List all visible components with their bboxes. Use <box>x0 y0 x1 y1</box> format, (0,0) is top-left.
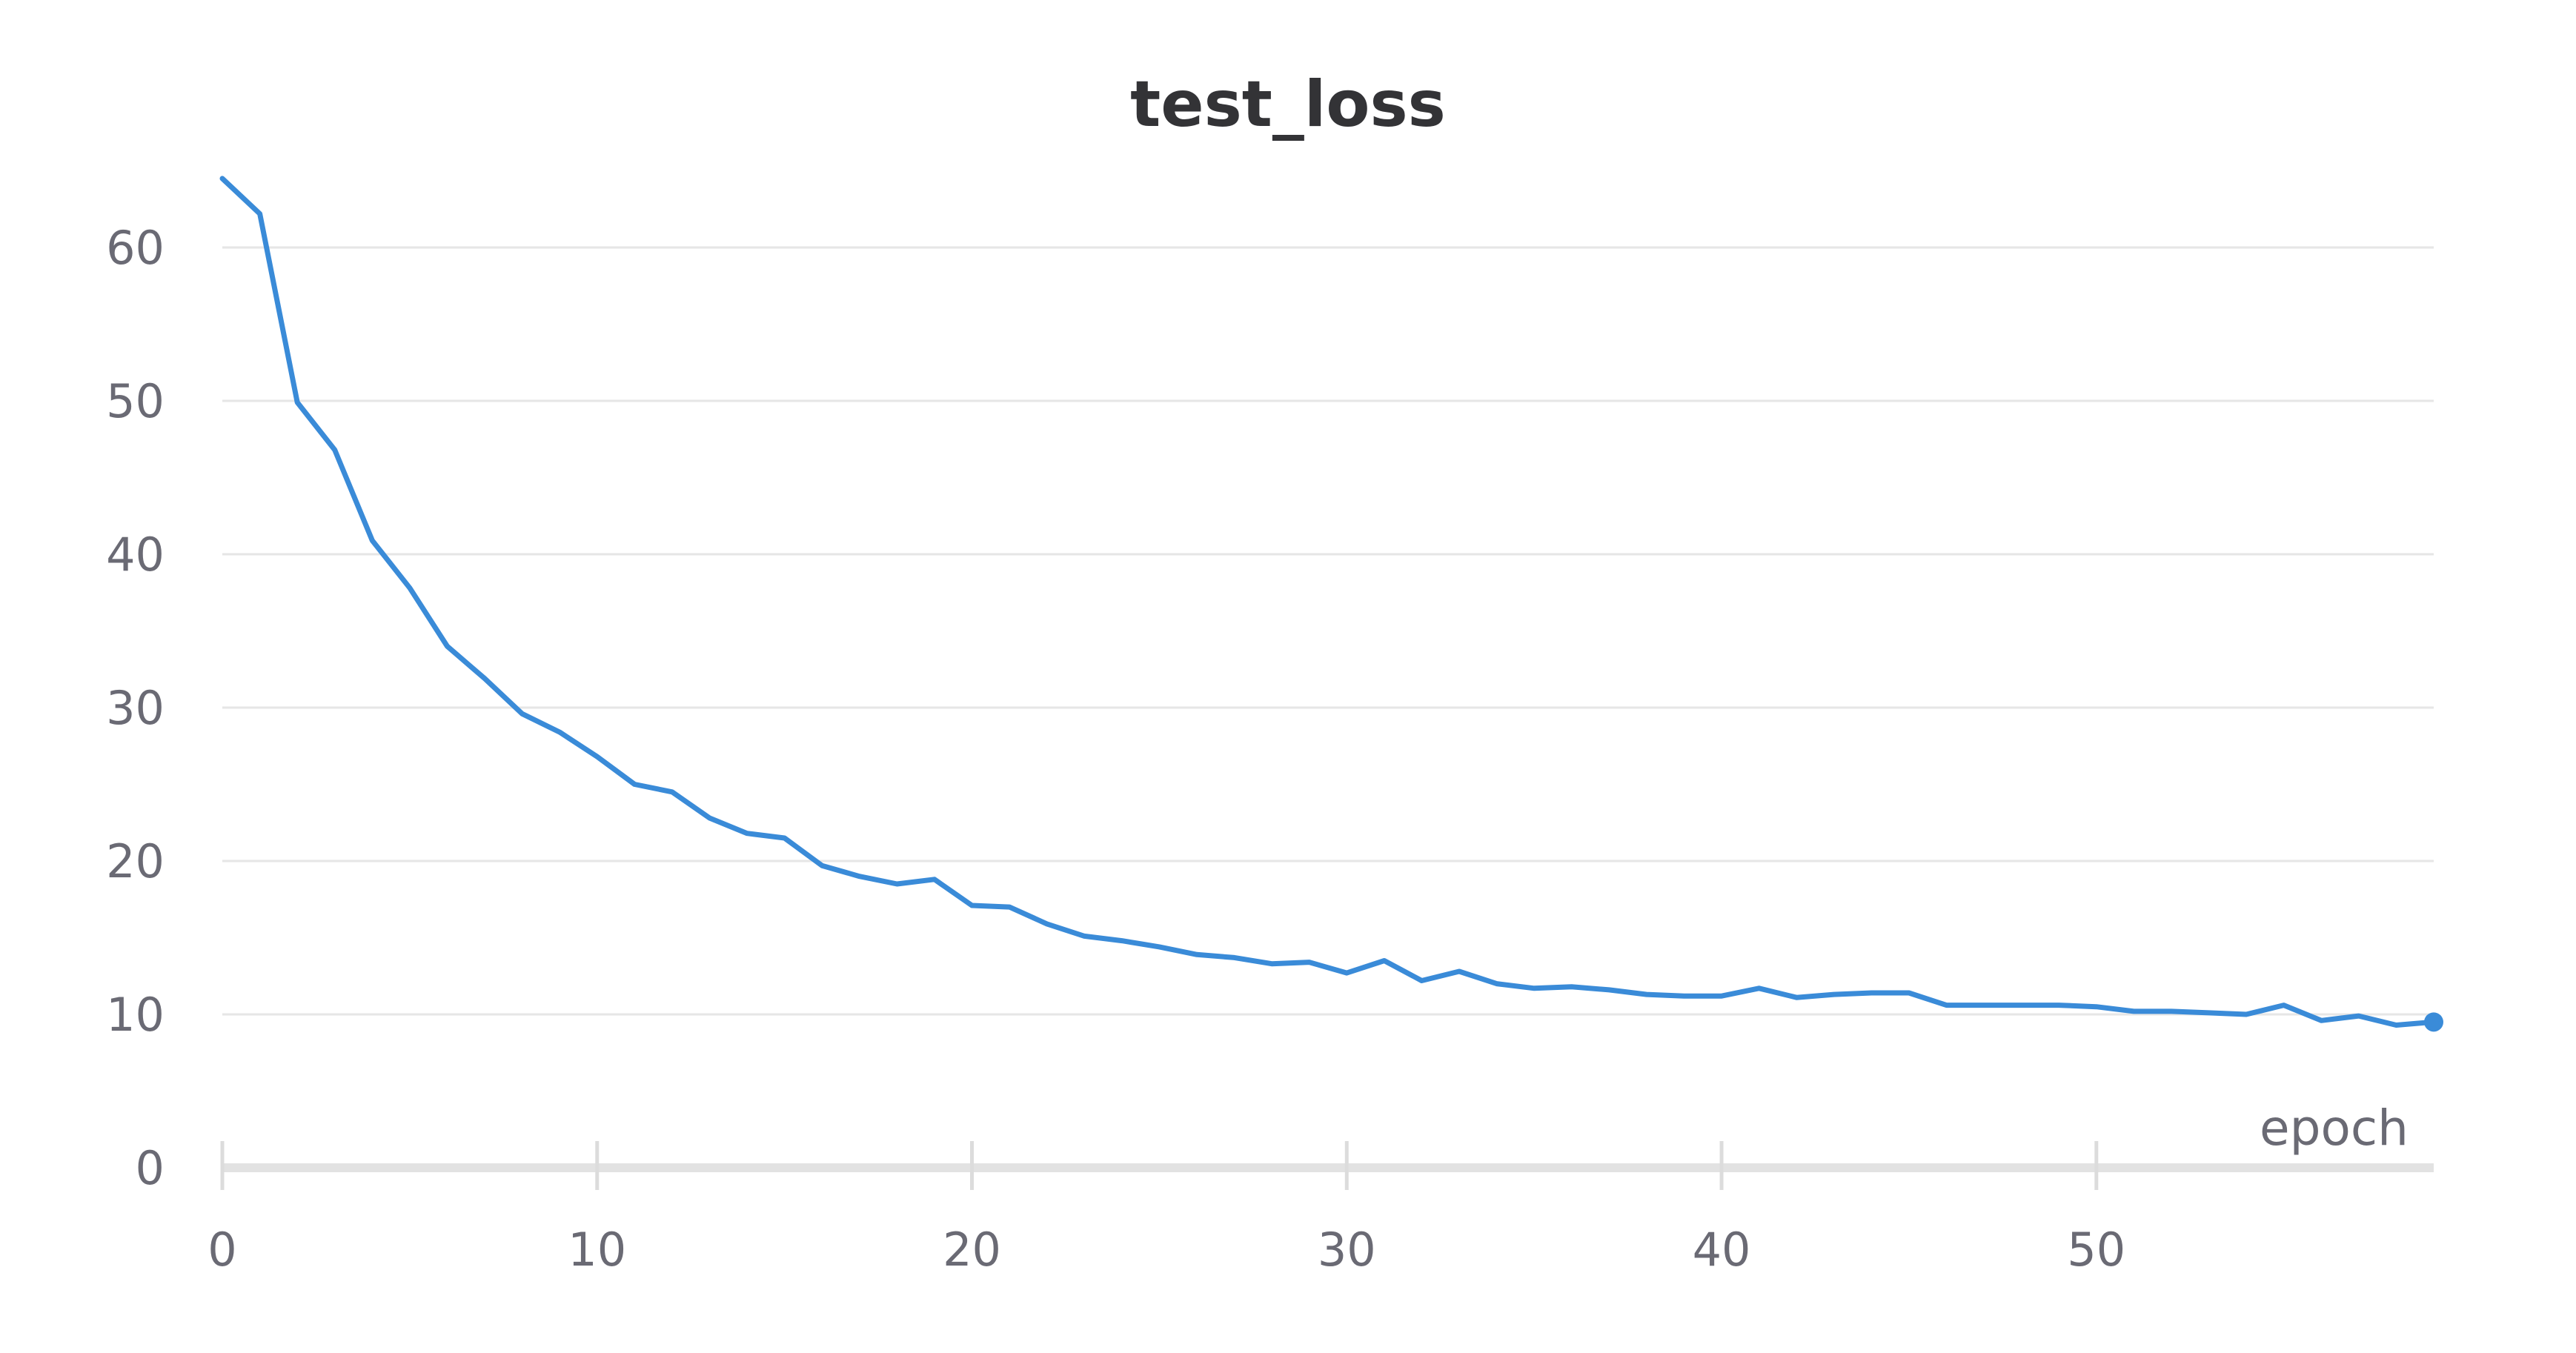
y-tick-label-0: 0 <box>136 1141 165 1195</box>
y-tick-label-60: 60 <box>106 221 165 275</box>
y-tick-label-30: 30 <box>106 681 165 735</box>
series-line-0 <box>219 176 2437 1028</box>
x-axis <box>220 1141 2434 1190</box>
y-tick-label-50: 50 <box>106 374 165 428</box>
y-tick-label-10: 10 <box>106 988 165 1042</box>
y-tick-label-20: 20 <box>106 834 165 888</box>
chart-title: test_loss <box>1130 67 1446 142</box>
x-tick-label-0: 0 <box>208 1223 236 1277</box>
y-tick-label-40: 40 <box>106 528 165 582</box>
x-tick-label-20: 20 <box>943 1223 1001 1277</box>
x-axis-label: epoch <box>2260 1100 2409 1157</box>
series-end-point-0 <box>2424 1012 2443 1032</box>
x-tick-label-50: 50 <box>2067 1223 2125 1277</box>
x-tick-label-40: 40 <box>1693 1223 1751 1277</box>
y-axis-tick-labels: 0 10 20 30 40 50 60 <box>106 221 165 1195</box>
x-tick-label-10: 10 <box>568 1223 626 1277</box>
gridlines <box>222 246 2434 1016</box>
x-axis-tick-labels: 0 10 20 30 40 50 <box>208 1223 2125 1277</box>
x-tick-label-30: 30 <box>1318 1223 1376 1277</box>
series-group <box>219 176 2443 1032</box>
